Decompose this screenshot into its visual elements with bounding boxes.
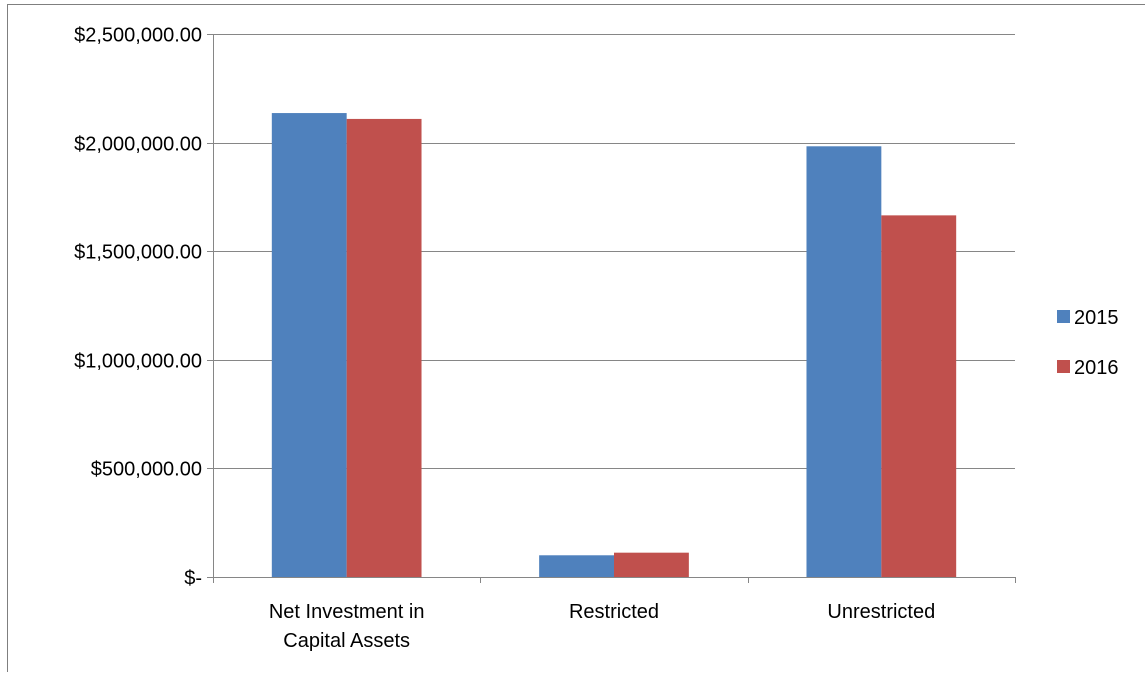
y-tick-label: $2,000,000.00 [74,134,202,156]
x-category-label: Net Investment in [269,601,425,623]
y-tick-label: $500,000.00 [91,459,202,481]
x-category-label: Restricted [569,601,659,623]
chart-frame [7,4,1145,672]
legend-label: 2015 [1074,307,1119,329]
bar-2016 [881,215,957,577]
y-tick-label: $1,000,000.00 [74,351,202,373]
bar-2015 [539,555,614,577]
bar-2016 [614,552,689,577]
y-tick-label: $2,500,000.00 [74,25,202,47]
y-tick-label: $1,500,000.00 [74,242,202,264]
bar-2016 [346,118,422,577]
y-tick-label: $- [184,568,202,590]
legend-label: 2016 [1074,357,1119,379]
legend-swatch [1057,310,1070,323]
legend: 2015 2016 [1057,307,1119,379]
bars [271,113,957,578]
bar-2015 [271,113,347,578]
bar-2015 [806,146,882,577]
x-category-label: Capital Assets [283,630,410,652]
axes [207,34,1016,583]
x-category-label: Unrestricted [827,601,935,623]
legend-swatch [1057,360,1070,373]
labels: $- $500,000.00 $1,000,000.00 $1,500,000.00 $… [74,25,935,653]
